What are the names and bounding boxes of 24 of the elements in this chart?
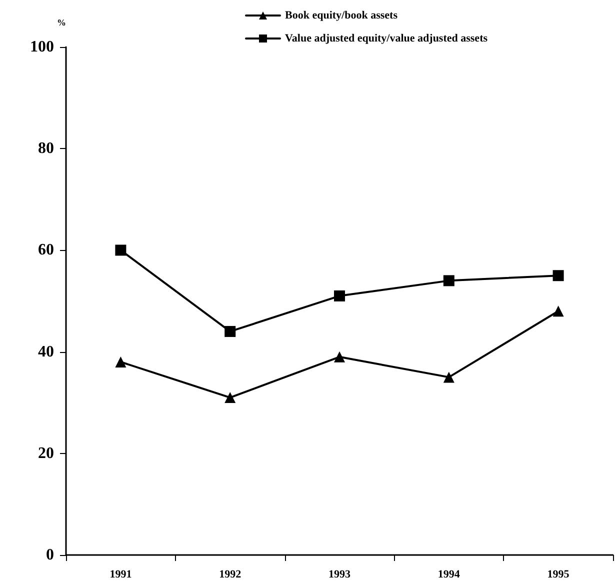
point <box>224 326 236 337</box>
y-tick-label: 40 <box>38 343 54 360</box>
point <box>334 290 345 302</box>
y-tick-label: 0 <box>46 546 54 564</box>
legend-label: Value adjusted equity/value adjusted assets <box>285 32 488 44</box>
y-tick-label: 20 <box>38 444 54 462</box>
point <box>443 275 454 286</box>
point <box>224 392 236 404</box>
point <box>115 356 126 368</box>
y-tick-label: 80 <box>38 140 54 158</box>
point <box>443 372 454 383</box>
x-tick-label: 1991 <box>110 568 132 580</box>
x-tick-label: 1995 <box>547 568 570 580</box>
point <box>552 306 564 317</box>
point <box>115 244 126 256</box>
x-tick-label: 1992 <box>219 568 242 580</box>
point <box>334 351 345 362</box>
point <box>552 270 564 282</box>
x-tick-label: 1994 <box>438 568 460 580</box>
y-axis-title: % <box>57 18 66 28</box>
legend-label: Book equity/book assets <box>285 10 398 22</box>
x-tick-label: 1993 <box>328 568 351 580</box>
y-tick-label: 60 <box>38 242 54 259</box>
y-tick-label: 100 <box>30 38 54 56</box>
